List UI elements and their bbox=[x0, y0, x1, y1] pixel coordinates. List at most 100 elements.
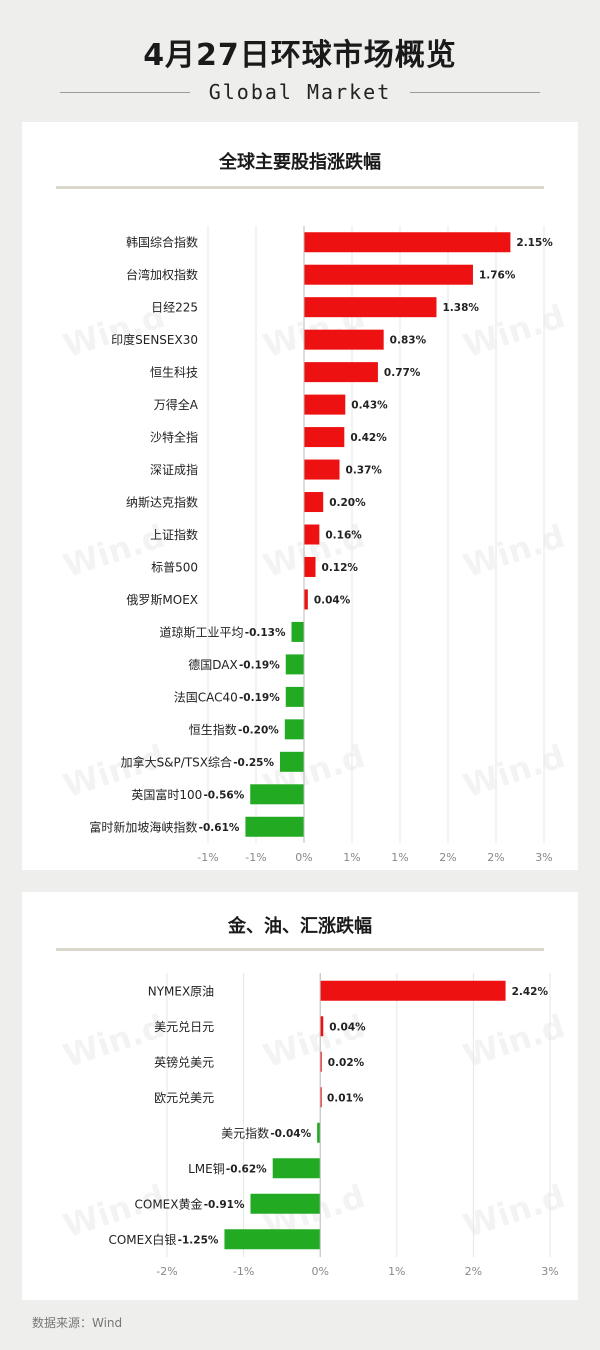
category-label: 美元指数 bbox=[221, 1125, 269, 1140]
x-tick-label: 1% bbox=[388, 1265, 405, 1278]
data-label: 0.02% bbox=[328, 1057, 365, 1069]
data-label: 0.83% bbox=[390, 335, 427, 347]
bar bbox=[320, 1051, 322, 1072]
bar bbox=[320, 980, 506, 1001]
category-label: LME铜 bbox=[188, 1161, 225, 1176]
data-label: -0.91% bbox=[204, 1199, 245, 1211]
x-tick-label: 1% bbox=[343, 851, 360, 864]
data-label: 0.42% bbox=[350, 432, 387, 444]
subtitle-left-rule bbox=[60, 92, 190, 93]
category-label: 印度SENSEX30 bbox=[111, 332, 198, 347]
category-label: 沙特全指 bbox=[150, 430, 198, 445]
bar bbox=[224, 1229, 321, 1250]
data-label: -0.19% bbox=[239, 692, 280, 704]
bar bbox=[291, 621, 304, 642]
data-label: -0.20% bbox=[238, 724, 279, 736]
data-label: 0.43% bbox=[351, 400, 388, 412]
category-label: 道琼斯工业平均 bbox=[160, 624, 244, 639]
x-tick-label: 1% bbox=[391, 851, 408, 864]
bar bbox=[280, 751, 304, 772]
x-tick-label: 3% bbox=[535, 851, 552, 864]
category-label: 富时新加坡海峡指数 bbox=[89, 819, 197, 834]
stock-index-chart-title: 全球主要股指涨跌幅 bbox=[219, 152, 381, 173]
category-label: 上证指数 bbox=[150, 527, 198, 542]
bar bbox=[304, 492, 324, 513]
category-label: 纳斯达克指数 bbox=[126, 495, 198, 510]
x-tick-label: 2% bbox=[487, 851, 504, 864]
data-label: 0.01% bbox=[327, 1092, 364, 1104]
data-label: -0.13% bbox=[245, 627, 286, 639]
category-label: 加拿大S&P/TSX综合 bbox=[121, 754, 232, 769]
data-label: 0.04% bbox=[329, 1021, 366, 1033]
category-label: 德国DAX bbox=[188, 657, 237, 672]
data-label: -0.04% bbox=[270, 1128, 311, 1140]
data-label: 0.37% bbox=[346, 465, 383, 477]
category-label: NYMEX原油 bbox=[148, 984, 214, 998]
bar bbox=[245, 816, 304, 837]
category-label: 韩国综合指数 bbox=[126, 235, 198, 250]
bar bbox=[304, 362, 378, 383]
x-tick-label: -1% bbox=[197, 851, 218, 864]
x-tick-label: 2% bbox=[465, 1265, 482, 1278]
bar bbox=[304, 297, 437, 318]
data-label: 0.12% bbox=[322, 562, 359, 574]
stock-index-bar-chart: -1% -1% 0% 1% 1% 2% 2% 3% 韩国综合指数 2.15% 台湾加权指数 1.76%… bbox=[89, 226, 553, 864]
data-label: 0.20% bbox=[329, 497, 366, 509]
page-subtitle: Global Market bbox=[208, 80, 392, 104]
category-label: 台湾加权指数 bbox=[126, 267, 198, 282]
bar bbox=[304, 589, 308, 610]
data-label: 0.16% bbox=[325, 530, 362, 542]
subtitle-right-rule bbox=[410, 92, 540, 93]
data-label: -0.61% bbox=[199, 822, 240, 834]
data-source-note: 数据来源：Wind bbox=[32, 1316, 123, 1330]
subtitle-row: Global Market bbox=[60, 80, 540, 106]
data-label: 1.38% bbox=[442, 302, 479, 314]
bar bbox=[304, 264, 473, 285]
data-label: 2.42% bbox=[512, 986, 549, 998]
category-label: 恒生科技 bbox=[150, 366, 198, 380]
data-label: -0.25% bbox=[233, 757, 274, 769]
page-header: 4月27日环球市场概览 Global Market bbox=[0, 0, 600, 120]
bar bbox=[272, 1158, 321, 1179]
category-label: 美元兑日元 bbox=[154, 1020, 214, 1034]
category-label: 欧元兑美元 bbox=[154, 1091, 214, 1105]
x-tick-label: 2% bbox=[439, 851, 456, 864]
data-label: 0.04% bbox=[314, 594, 351, 606]
category-label: 万得全A bbox=[154, 397, 199, 412]
x-tick-label: 3% bbox=[541, 1265, 558, 1278]
bar bbox=[304, 459, 340, 480]
bar bbox=[304, 394, 346, 415]
x-tick-label: 0% bbox=[295, 851, 312, 864]
stock-index-title-rule bbox=[56, 186, 544, 189]
category-label: 标普500 bbox=[151, 560, 198, 574]
bar bbox=[284, 719, 304, 740]
x-tick-label: 0% bbox=[311, 1265, 328, 1278]
bar bbox=[250, 784, 304, 805]
bar bbox=[304, 556, 316, 577]
commodity-fx-panel: 金、油、汇涨跌幅 Win.d Win.d Win.d Win.d Win.d W… bbox=[22, 892, 578, 1300]
category-label: 深证成指 bbox=[150, 462, 198, 477]
x-tick-label: -1% bbox=[245, 851, 266, 864]
page-title: 4月27日环球市场概览 bbox=[143, 38, 457, 73]
category-label: COMEX白银 bbox=[108, 1232, 176, 1247]
category-label: COMEX黄金 bbox=[135, 1196, 203, 1211]
commodity-fx-bar-chart: -2% -1% 0% 1% 2% 3% NYMEX原油 2.42% 美元兑日元 0.04% 英镑兑美… bbox=[108, 973, 559, 1278]
data-label: -0.56% bbox=[203, 789, 244, 801]
bar bbox=[317, 1122, 321, 1143]
data-label: -0.62% bbox=[226, 1163, 267, 1175]
bar bbox=[285, 686, 304, 707]
data-label: 0.77% bbox=[384, 367, 421, 379]
bar bbox=[304, 329, 384, 350]
x-tick-label: -1% bbox=[233, 1265, 254, 1278]
category-label: 俄罗斯MOEX bbox=[126, 593, 198, 607]
category-label: 日经225 bbox=[151, 301, 198, 315]
data-label: 2.15% bbox=[516, 237, 553, 249]
bar bbox=[304, 524, 320, 545]
category-label: 恒生指数 bbox=[189, 722, 237, 737]
data-label: -0.19% bbox=[239, 659, 280, 671]
data-label: 1.76% bbox=[479, 270, 516, 282]
bar bbox=[304, 232, 511, 253]
bar bbox=[320, 1087, 322, 1108]
bar bbox=[285, 654, 304, 675]
category-label: 英国富时100 bbox=[131, 787, 202, 802]
